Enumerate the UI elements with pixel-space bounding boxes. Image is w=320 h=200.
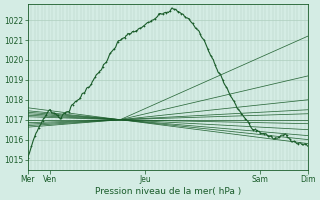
X-axis label: Pression niveau de la mer( hPa ): Pression niveau de la mer( hPa ) [95,187,241,196]
